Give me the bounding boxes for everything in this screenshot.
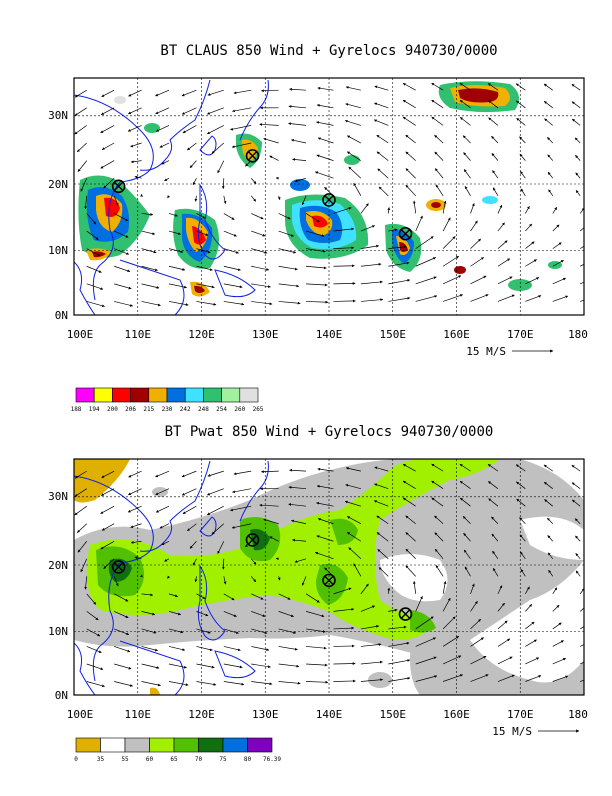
colorbar-swatch	[223, 738, 248, 752]
colorbar-label: 206	[125, 406, 136, 413]
colorbar-label: 0	[74, 756, 78, 763]
panel1-yaxis: 30N 20N 10N 0N	[48, 109, 68, 322]
colorbar-label: 70	[195, 756, 203, 763]
panel1-ytick: 30N	[48, 109, 68, 122]
colorbar-label: 65	[170, 756, 178, 763]
panel2-xtick: 130E	[252, 708, 279, 721]
colorbar-label: 194	[89, 406, 100, 413]
panel2-ytick: 30N	[48, 490, 68, 503]
colorbar-label: 242	[180, 406, 191, 413]
panel2-reference-vector: 15 M/S	[492, 725, 579, 738]
colorbar-swatch	[76, 388, 94, 402]
panel2-ytick: 0N	[55, 689, 68, 702]
panel1-xtick: 160E	[443, 328, 470, 341]
colorbar-label: 265	[253, 406, 264, 413]
panel1-ytick: 10N	[48, 244, 68, 257]
panel2-xtick: 170E	[507, 708, 534, 721]
colorbar-swatch	[185, 388, 203, 402]
colorbar-label: 230	[162, 406, 173, 413]
panel2-colorbar: 0 35 55 60 65 70 75 80 76.39	[74, 738, 281, 763]
colorbar-swatch	[149, 388, 167, 402]
panel2-xtick: 150E	[380, 708, 407, 721]
panel1-colorbar: 188 194 200 206 215 230 242 248 254 260 265	[71, 388, 264, 413]
colorbar-label: 76.39	[263, 756, 281, 763]
colorbar-swatch	[240, 388, 258, 402]
colorbar-swatch	[174, 738, 199, 752]
panel1-ytick: 20N	[48, 178, 68, 191]
colorbar-label: 55	[121, 756, 129, 763]
colorbar-swatch	[125, 738, 150, 752]
panel2-ytick: 10N	[48, 625, 68, 638]
panel1-xtick: 170E	[507, 328, 534, 341]
colorbar-swatch	[203, 388, 221, 402]
colorbar-swatch	[150, 738, 175, 752]
panel1-ytick: 0N	[55, 309, 68, 322]
panel1-xtick: 100E	[67, 328, 94, 341]
colorbar-label: 80	[244, 756, 252, 763]
panel2-xaxis: 100E 110E 120E 130E 140E 150E 160E 170E …	[67, 708, 588, 721]
panel2-xtick: 140E	[316, 708, 343, 721]
panel2-xtick: 110E	[125, 708, 152, 721]
colorbar-swatch	[222, 388, 240, 402]
panel1-ref-vector-label: 15 M/S	[466, 345, 506, 358]
panel1-xtick: 140E	[316, 328, 343, 341]
panel1-reference-vector: 15 M/S	[466, 345, 553, 358]
colorbar-swatch	[94, 388, 112, 402]
panel2-xtick: 160E	[443, 708, 470, 721]
colorbar-label: 215	[143, 406, 154, 413]
colorbar-swatch	[101, 738, 126, 752]
panel1-xtick: 130E	[252, 328, 279, 341]
panel2-xtick: 180	[568, 708, 588, 721]
panel2-title: BT Pwat 850 Wind + Gyrelocs 940730/0000	[165, 424, 494, 440]
panel1-xtick: 150E	[380, 328, 407, 341]
panel2-xtick: 120E	[188, 708, 215, 721]
colorbar-label: 188	[71, 406, 82, 413]
panel2-ytick: 20N	[48, 559, 68, 572]
colorbar-label: 75	[219, 756, 227, 763]
colorbar-label: 248	[198, 406, 209, 413]
colorbar-label: 60	[146, 756, 154, 763]
colorbar-swatch	[131, 388, 149, 402]
colorbar-swatch	[112, 388, 130, 402]
panel1-xaxis: 100E 110E 120E 130E 140E 150E 160E 170E …	[67, 328, 588, 341]
colorbar-label: 200	[107, 406, 118, 413]
colorbar-label: 260	[234, 406, 245, 413]
panel1-xtick: 180	[568, 328, 588, 341]
colorbar-swatch	[199, 738, 224, 752]
panel2-ref-vector-label: 15 M/S	[492, 725, 532, 738]
panel2-xtick: 100E	[67, 708, 94, 721]
colorbar-label: 35	[97, 756, 105, 763]
colorbar-swatch	[248, 738, 273, 752]
panel2-yaxis: 30N 20N 10N 0N	[48, 490, 68, 702]
panel1-title: BT CLAUS 850 Wind + Gyrelocs 940730/0000	[160, 43, 497, 59]
colorbar-swatch	[76, 738, 101, 752]
colorbar-swatch	[167, 388, 185, 402]
panel1-xtick: 120E	[188, 328, 215, 341]
colorbar-label: 254	[216, 406, 227, 413]
panel1-xtick: 110E	[125, 328, 152, 341]
